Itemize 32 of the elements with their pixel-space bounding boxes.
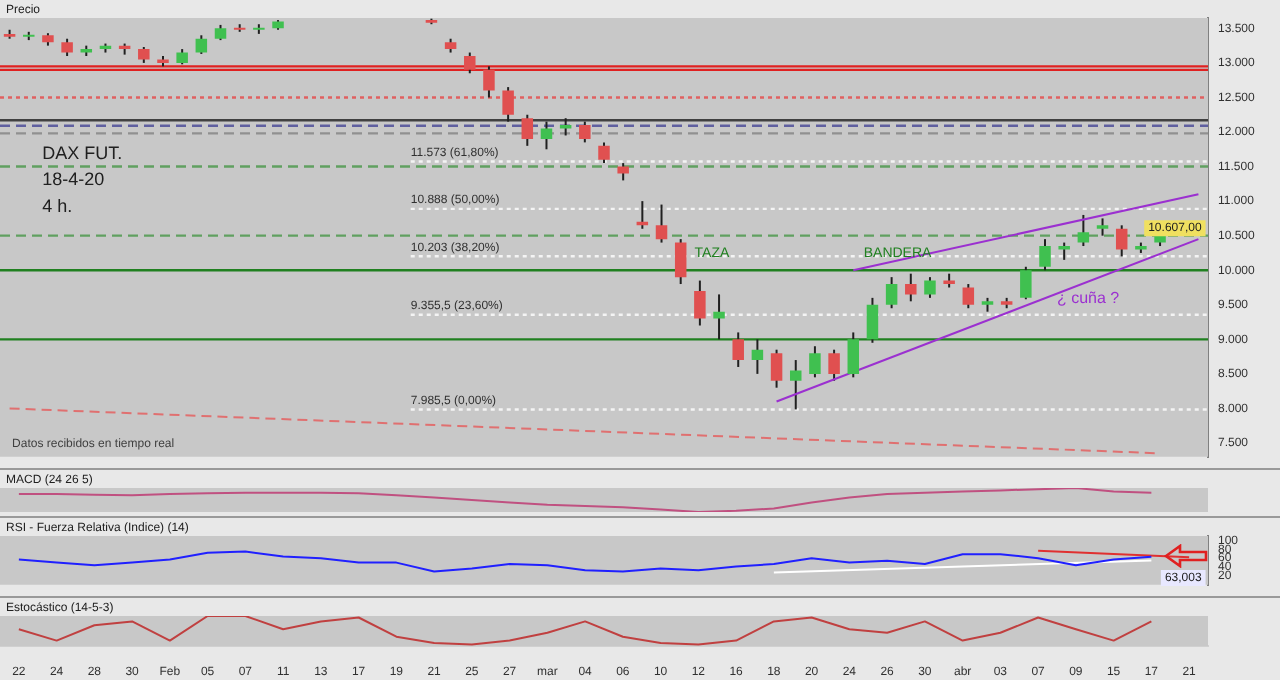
- annotation: 4 h.: [42, 195, 73, 216]
- candlestick: [521, 113, 534, 147]
- candlestick: [598, 141, 610, 165]
- candlestick: [579, 120, 591, 144]
- candlestick: [924, 276, 936, 299]
- candlestick: [905, 272, 917, 303]
- candlestick: [694, 279, 706, 327]
- candlestick: [655, 203, 668, 244]
- candlestick: [770, 348, 783, 389]
- annotation: ¿ cuña ?: [1057, 289, 1121, 308]
- candlestick: [732, 331, 744, 368]
- annotation: 18-4-20: [42, 169, 105, 190]
- candlestick: [540, 120, 553, 151]
- candlestick: [885, 276, 898, 310]
- candlestick: [674, 238, 687, 286]
- candlestick: [847, 331, 860, 379]
- candlestick: [502, 86, 514, 123]
- candlestick: [195, 34, 208, 55]
- candlestick: [809, 345, 821, 379]
- candlestick: [713, 293, 725, 341]
- candlestick: [962, 283, 975, 310]
- candlestick: [828, 348, 840, 382]
- annotation: DAX FUT.: [42, 143, 123, 163]
- candlestick: [1077, 213, 1090, 248]
- candlestick: [751, 338, 764, 375]
- candlestick: [1115, 224, 1128, 258]
- candlestick: [866, 296, 879, 344]
- candlestick: [1039, 238, 1051, 272]
- candlestick: [483, 65, 495, 99]
- candlestick: [464, 51, 476, 75]
- candlestick: [1020, 265, 1032, 301]
- candlestick: [789, 359, 802, 411]
